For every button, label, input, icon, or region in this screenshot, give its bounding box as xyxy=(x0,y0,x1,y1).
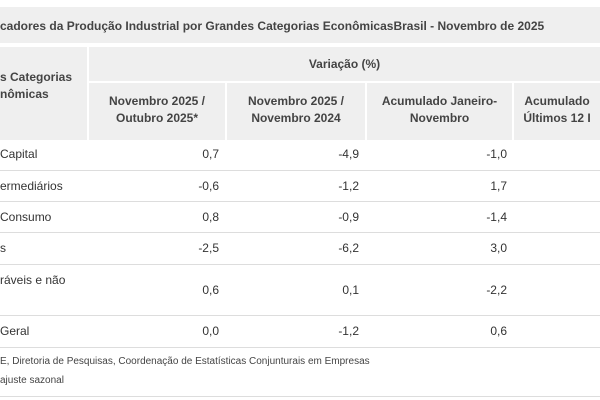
divider xyxy=(0,396,600,397)
header-line: Acumulado Janeiro- xyxy=(381,94,498,108)
row-label: Capital xyxy=(0,147,38,161)
table-title: cadores da Produção Industrial por Grand… xyxy=(0,7,600,45)
cell: 1,7 xyxy=(490,179,507,193)
header-line: Últimos 12 I xyxy=(523,111,591,125)
divider xyxy=(87,47,89,140)
cell: -2,2 xyxy=(486,283,507,297)
cell: -1,0 xyxy=(486,147,507,161)
cell: -1,2 xyxy=(338,324,359,338)
cell: 0,0 xyxy=(202,324,219,338)
header-line: Outubro 2025* xyxy=(115,111,199,125)
table-row: Capital 0,7 -4,9 -1,0 xyxy=(0,140,600,171)
cell: -1,4 xyxy=(486,210,507,224)
divider xyxy=(89,81,600,83)
cell: 0,7 xyxy=(202,147,219,161)
header-col-4: Acumulado Últimos 12 I xyxy=(514,93,600,127)
cell: -2,5 xyxy=(198,241,219,255)
header-category: s Categorias nômicas xyxy=(0,69,72,103)
row-label: ráveis e não xyxy=(0,273,66,287)
header-category-line: s Categorias xyxy=(0,70,73,84)
divider xyxy=(365,83,367,140)
cell: 0,1 xyxy=(342,283,359,297)
cell: 0,6 xyxy=(202,283,219,297)
row-label: Geral xyxy=(0,324,30,338)
cell: -4,9 xyxy=(338,147,359,161)
table-row: Geral 0,0 -1,2 0,6 xyxy=(0,316,600,348)
header-col-1: Novembro 2025 / Outubro 2025* xyxy=(89,93,225,127)
cell: -0,9 xyxy=(338,210,359,224)
cell: 0,6 xyxy=(490,324,507,338)
divider xyxy=(225,83,227,140)
row-label: Consumo xyxy=(0,210,52,224)
table-row: s -2,5 -6,2 3,0 xyxy=(0,233,600,265)
header-category-line: nômicas xyxy=(0,87,49,101)
header-line: Acumulado xyxy=(524,94,590,108)
cell: 0,8 xyxy=(202,210,219,224)
header-group: Variação (%) xyxy=(308,57,381,71)
cell: 3,0 xyxy=(490,241,507,255)
row-label: ermediários xyxy=(0,179,63,193)
top-strip xyxy=(0,0,600,7)
header-line: Novembro 2025 / xyxy=(247,94,345,108)
header-line: Novembro 2024 xyxy=(251,111,341,125)
row-label: s xyxy=(0,241,6,255)
cell: -6,2 xyxy=(338,241,359,255)
table-header: s Categorias nômicas Variação (%) Novemb… xyxy=(0,47,600,140)
cell: -0,6 xyxy=(198,179,219,193)
header-col-2: Novembro 2025 / Novembro 2024 xyxy=(227,93,365,127)
table-row: ermediários -0,6 -1,2 1,7 xyxy=(0,171,600,202)
footnote-source: E, Diretoria de Pesquisas, Coordenação d… xyxy=(0,356,370,367)
table-row: Consumo 0,8 -0,9 -1,4 xyxy=(0,202,600,233)
header-col-3: Acumulado Janeiro- Novembro xyxy=(367,93,512,127)
header-line: Novembro 2025 / xyxy=(108,94,206,108)
divider xyxy=(512,83,514,140)
footnote-seasonal: ajuste sazonal xyxy=(0,375,64,386)
header-line: Novembro xyxy=(409,111,470,125)
cell: -1,2 xyxy=(338,179,359,193)
table-row: ráveis e não 0,6 0,1 -2,2 xyxy=(0,265,600,316)
